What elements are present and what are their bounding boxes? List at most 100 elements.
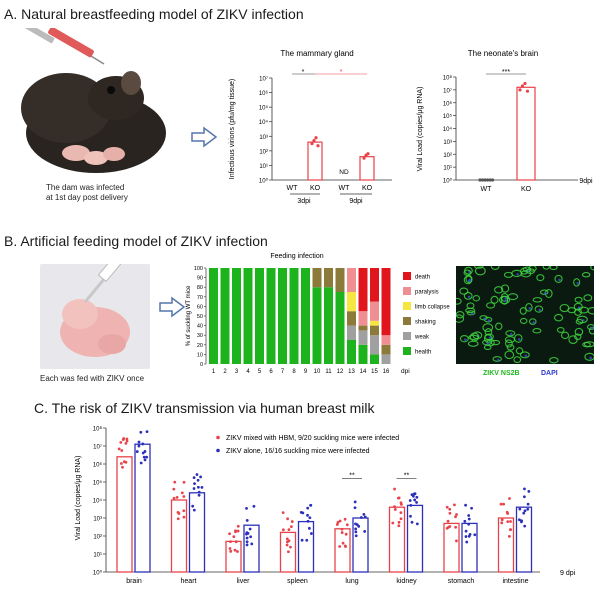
data-point (507, 535, 511, 538)
data-point (353, 506, 357, 510)
y-tick-label: 10⁸ (93, 426, 103, 433)
data-point (281, 511, 285, 515)
x-tick-label: 4 (246, 369, 250, 375)
y-tick-label: 10⁸ (443, 75, 453, 82)
stack-segment (370, 320, 379, 326)
y-tick-label: 10⁷ (93, 444, 102, 451)
data-point (446, 519, 450, 523)
cell (574, 333, 582, 341)
data-point (141, 451, 145, 455)
bar (443, 522, 460, 573)
x-tick-label: 12 (337, 369, 344, 375)
legend-marker (216, 435, 220, 440)
data-point (499, 502, 503, 506)
data-point (286, 517, 290, 521)
data-point (448, 511, 452, 515)
data-point (467, 522, 471, 526)
data-point (409, 504, 413, 507)
data-point (142, 455, 146, 459)
data-point (478, 178, 482, 182)
data-point (527, 489, 531, 493)
data-point (245, 532, 248, 536)
x-tick-label: 14 (360, 369, 367, 375)
y-tick-label: 10⁵ (93, 480, 103, 487)
y-tick-label: 10² (93, 535, 102, 541)
data-point (229, 540, 232, 544)
data-point (509, 520, 512, 523)
mammary-gland-chart: The mammary gland Infectious virions (pf… (229, 49, 392, 205)
data-point (522, 511, 526, 515)
pup-caption: Each was fed with ZIKV once (40, 374, 145, 383)
bar (359, 156, 375, 181)
cell (500, 284, 510, 293)
arrow-icon (191, 126, 218, 148)
y-tick-label: 10⁴ (443, 126, 453, 133)
stack-segment (370, 354, 379, 364)
data-point (314, 136, 318, 140)
nucleus (538, 308, 542, 312)
legend-swatch (403, 332, 411, 340)
data-point (248, 527, 252, 531)
data-point (464, 503, 468, 507)
data-point (306, 519, 310, 523)
cell (490, 339, 501, 346)
x-tick-label: 2 (223, 369, 227, 375)
data-point (199, 475, 202, 479)
data-point (125, 439, 129, 443)
data-point (490, 178, 495, 182)
cell (578, 306, 589, 314)
legend-label: death (415, 275, 430, 281)
x-tick-label: heart (181, 578, 197, 585)
cell (504, 350, 515, 360)
dam-caption-line1: The dam was infected (46, 183, 125, 192)
stack-segment (220, 268, 230, 364)
cell (534, 305, 544, 313)
data-point (445, 505, 449, 509)
cell (587, 306, 598, 315)
data-point (410, 493, 414, 496)
cell (573, 278, 581, 287)
stack-segment (324, 287, 333, 364)
data-point (345, 523, 349, 527)
arrow-icon (159, 296, 186, 318)
nucleus (504, 299, 507, 303)
timepoint-label: 9dpi (579, 178, 593, 185)
data-point (228, 532, 231, 536)
data-point (232, 535, 236, 539)
micrograph (452, 262, 598, 364)
x-tick-label: 5 (258, 369, 262, 375)
legend-label: ZIKV alone, 16/16 suckling mice were inf… (226, 448, 370, 455)
stack-segment (312, 287, 322, 364)
y-tick-label: 30 (197, 333, 203, 339)
x-axis-label: dpi (401, 368, 410, 375)
data-point (236, 550, 239, 553)
chart-title: Feeding infection (270, 253, 323, 260)
data-point (195, 473, 199, 476)
data-point (340, 527, 344, 531)
y-tick-label: 10³ (443, 140, 452, 146)
nucleus (468, 278, 472, 282)
x-tick-label: 9 (304, 369, 308, 375)
data-point (413, 498, 417, 502)
data-point (289, 525, 293, 528)
stack-segment (358, 330, 368, 345)
data-point (191, 504, 195, 508)
x-tick-label: lung (345, 578, 358, 585)
data-point (338, 519, 342, 523)
data-point (245, 540, 249, 544)
legend-swatch (403, 302, 411, 310)
data-point (245, 543, 249, 547)
data-point (176, 510, 180, 514)
data-point (448, 507, 452, 511)
data-point (399, 517, 403, 521)
stack-segment (301, 268, 310, 364)
cell (539, 289, 549, 295)
x-tick-label: KO (521, 186, 532, 193)
data-point (196, 485, 200, 489)
data-point (480, 178, 485, 182)
data-point (359, 516, 363, 519)
data-point (393, 505, 396, 509)
data-point (338, 545, 342, 548)
nucleus (543, 291, 547, 295)
cell (469, 332, 480, 342)
